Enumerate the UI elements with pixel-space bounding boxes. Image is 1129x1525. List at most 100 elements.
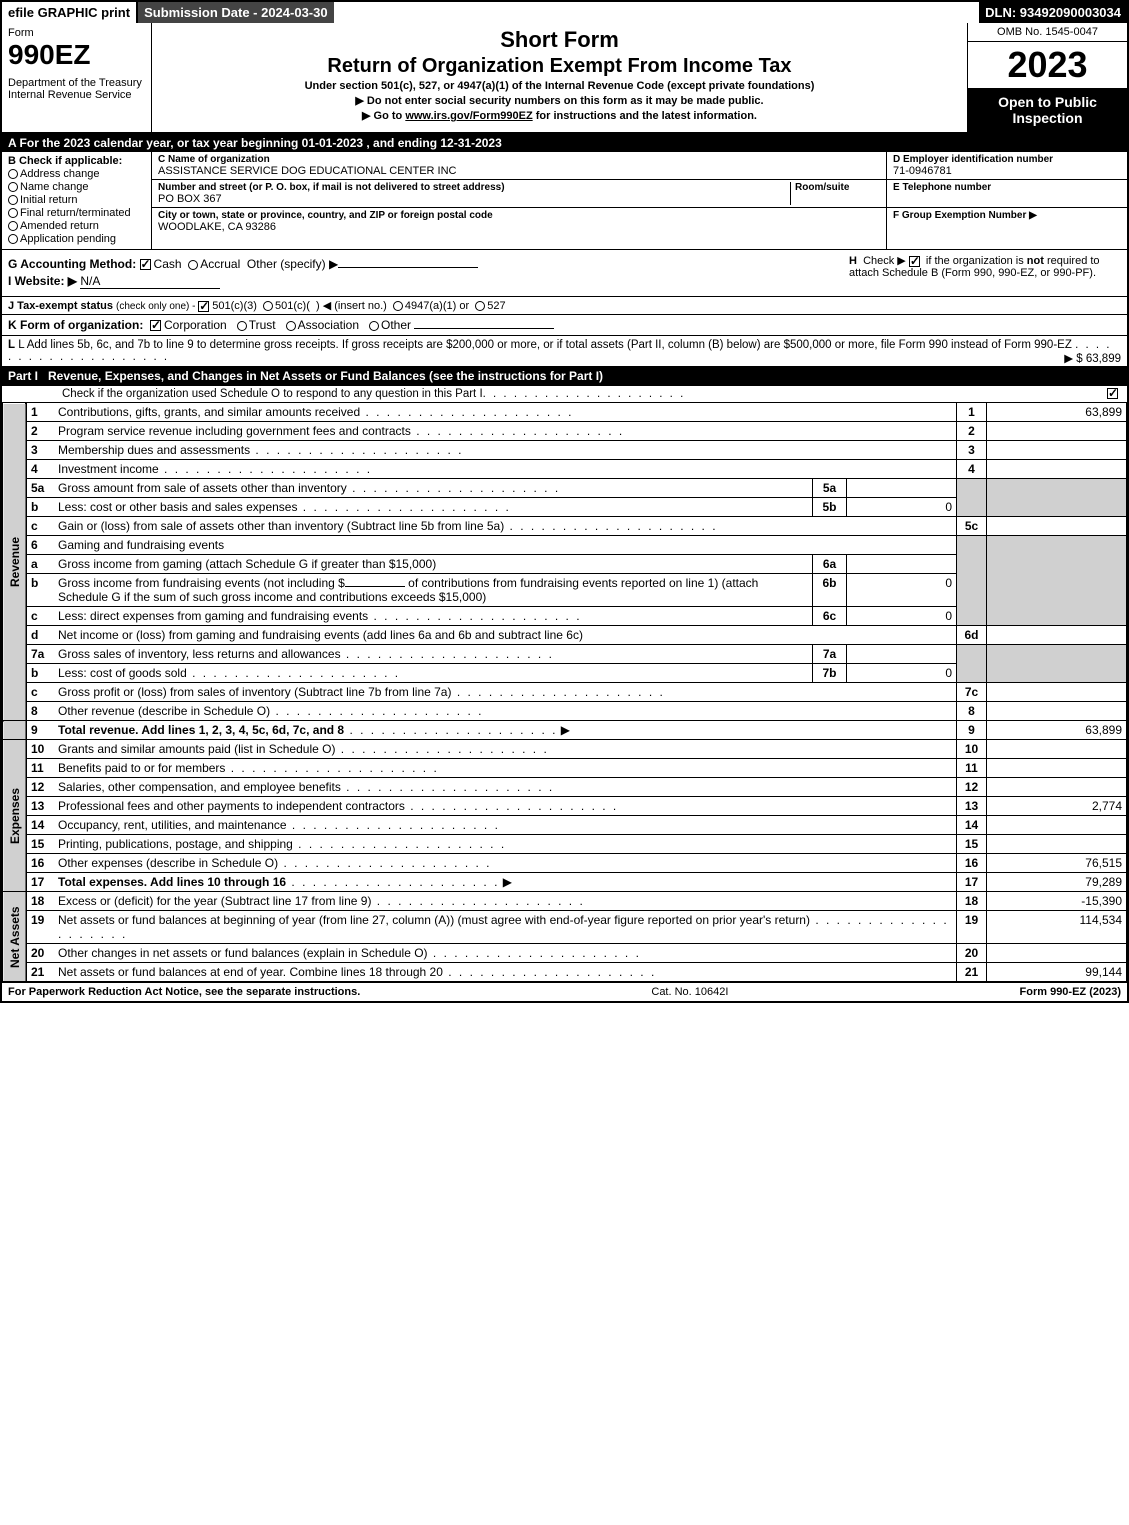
room-suite-label: Room/suite xyxy=(795,182,880,193)
line-7c-desc: Gross profit or (loss) from sales of inv… xyxy=(58,685,451,699)
org-name: ASSISTANCE SERVICE DOG EDUCATIONAL CENTE… xyxy=(158,165,880,177)
chk-4947[interactable] xyxy=(393,301,403,311)
section-j: J Tax-exempt status (check only one) - 5… xyxy=(2,296,1127,314)
chk-corporation[interactable] xyxy=(150,320,161,331)
topbar-spacer xyxy=(334,2,980,23)
line-7a-desc: Gross sales of inventory, less returns a… xyxy=(58,647,341,661)
org-address: PO BOX 367 xyxy=(158,193,790,205)
line-5c-desc: Gain or (loss) from sale of assets other… xyxy=(58,519,504,533)
expenses-label: Expenses xyxy=(3,740,27,892)
line-4-desc: Investment income xyxy=(58,462,159,476)
subtitle-3: ▶ Go to www.irs.gov/Form990EZ for instru… xyxy=(160,109,959,122)
chk-association[interactable] xyxy=(286,321,296,331)
chk-schedule-b[interactable] xyxy=(909,256,920,267)
chk-initial-return[interactable]: Initial return xyxy=(8,194,145,206)
line-21-amt: 99,144 xyxy=(987,963,1127,982)
ein-value: 71-0946781 xyxy=(893,165,1121,177)
section-l: L L Add lines 5b, 6c, and 7b to line 9 t… xyxy=(2,335,1127,366)
k-label: K Form of organization: xyxy=(8,318,143,332)
line-17-amt: 79,289 xyxy=(987,873,1127,892)
section-h: H Check ▶ if the organization is not req… xyxy=(841,254,1121,292)
chk-application-pending[interactable]: Application pending xyxy=(8,233,145,245)
dln-label: DLN: 93492090003034 xyxy=(979,2,1127,23)
chk-527[interactable] xyxy=(475,301,485,311)
section-g: G Accounting Method: Cash Accrual Other … xyxy=(8,257,841,271)
l-amount: ▶ $ 63,899 xyxy=(1064,351,1121,365)
line-18-amt: -15,390 xyxy=(987,892,1127,911)
header-right: OMB No. 1545-0047 2023 Open to Public In… xyxy=(967,23,1127,132)
k-other-input[interactable] xyxy=(414,328,554,329)
footer-catno: Cat. No. 10642I xyxy=(360,986,1019,998)
line-3-desc: Membership dues and assessments xyxy=(58,443,250,457)
line-16-amt: 76,515 xyxy=(987,854,1127,873)
chk-address-change[interactable]: Address change xyxy=(8,168,145,180)
line-2-desc: Program service revenue including govern… xyxy=(58,424,411,438)
netassets-label: Net Assets xyxy=(3,892,27,982)
open-to-public: Open to Public Inspection xyxy=(968,88,1127,132)
irs-link[interactable]: www.irs.gov/Form990EZ xyxy=(405,110,532,122)
l-text: L Add lines 5b, 6c, and 7b to line 9 to … xyxy=(18,339,1072,351)
line-6c-desc: Less: direct expenses from gaming and fu… xyxy=(58,609,368,623)
d-ein-label: D Employer identification number xyxy=(893,154,1121,165)
line-9-desc: Total revenue. Add lines 1, 2, 3, 4, 5c,… xyxy=(58,723,344,737)
line-7b-desc: Less: cost of goods sold xyxy=(58,666,187,680)
form-word: Form xyxy=(8,27,145,39)
chk-cash[interactable] xyxy=(140,259,151,270)
header-left: Form 990EZ Department of the Treasury In… xyxy=(2,23,152,132)
line-5b-desc: Less: cost or other basis and sales expe… xyxy=(58,500,297,514)
section-b: B Check if applicable: Address change Na… xyxy=(2,152,152,249)
chk-amended-return[interactable]: Amended return xyxy=(8,220,145,232)
line-1-amt: 63,899 xyxy=(987,403,1127,422)
section-ghi: G Accounting Method: Cash Accrual Other … xyxy=(2,250,1127,296)
line-19-amt: 114,534 xyxy=(987,911,1127,944)
section-de: D Employer identification number 71-0946… xyxy=(887,152,1127,249)
line-9-amt: 63,899 xyxy=(987,721,1127,740)
line-1-num: 1 xyxy=(26,403,54,422)
line-6-desc: Gaming and fundraising events xyxy=(54,536,957,555)
short-form-title: Short Form xyxy=(160,27,959,53)
g-other: Other (specify) ▶ xyxy=(247,257,338,271)
tax-year: 2023 xyxy=(968,42,1127,88)
line-1-ln: 1 xyxy=(957,403,987,422)
section-k: K Form of organization: Corporation Trus… xyxy=(2,314,1127,335)
line-6d-desc: Net income or (loss) from gaming and fun… xyxy=(58,628,583,642)
subtitle-1: Under section 501(c), 527, or 4947(a)(1)… xyxy=(160,80,959,92)
submission-date: Submission Date - 2024-03-30 xyxy=(138,2,334,23)
dept-treasury: Department of the Treasury xyxy=(8,77,145,89)
chk-501c[interactable] xyxy=(263,301,273,311)
section-a: A For the 2023 calendar year, or tax yea… xyxy=(2,134,1127,152)
part1-title: Revenue, Expenses, and Changes in Net As… xyxy=(48,369,603,383)
efile-label: efile GRAPHIC print xyxy=(2,2,138,23)
chk-name-change[interactable]: Name change xyxy=(8,181,145,193)
i-label: I Website: ▶ xyxy=(8,274,77,288)
line-5a-desc: Gross amount from sale of assets other t… xyxy=(58,481,347,495)
form-number: 990EZ xyxy=(8,39,145,71)
section-i: I Website: ▶ N/A xyxy=(8,274,841,289)
part1-sub: Check if the organization used Schedule … xyxy=(2,386,1127,402)
header-center: Short Form Return of Organization Exempt… xyxy=(152,23,967,132)
line-10-desc: Grants and similar amounts paid (list in… xyxy=(58,742,335,756)
subtitle-2: ▶ Do not enter social security numbers o… xyxy=(160,94,959,107)
org-city: WOODLAKE, CA 93286 xyxy=(158,221,880,233)
chk-trust[interactable] xyxy=(237,321,247,331)
part1-table: Revenue 1 Contributions, gifts, grants, … xyxy=(2,402,1127,982)
c-name-label: C Name of organization xyxy=(158,154,880,165)
top-bar: efile GRAPHIC print Submission Date - 20… xyxy=(2,2,1127,23)
line-1-desc: Contributions, gifts, grants, and simila… xyxy=(58,405,360,419)
section-bcdef: B Check if applicable: Address change Na… xyxy=(2,152,1127,250)
chk-accrual[interactable] xyxy=(188,260,198,270)
form-990ez: efile GRAPHIC print Submission Date - 20… xyxy=(0,0,1129,1003)
chk-501c3[interactable] xyxy=(198,301,209,312)
part1-header: Part I Revenue, Expenses, and Changes in… xyxy=(2,366,1127,386)
j-label: J Tax-exempt status xyxy=(8,300,113,312)
g-other-input[interactable] xyxy=(338,267,478,268)
b-header: B Check if applicable: xyxy=(8,155,122,167)
form-title: Return of Organization Exempt From Incom… xyxy=(160,55,959,78)
form-header: Form 990EZ Department of the Treasury In… xyxy=(2,23,1127,134)
chk-other-org[interactable] xyxy=(369,321,379,331)
omb-number: OMB No. 1545-0047 xyxy=(968,23,1127,42)
c-city-label: City or town, state or province, country… xyxy=(158,210,880,221)
footer-left: For Paperwork Reduction Act Notice, see … xyxy=(8,986,360,998)
chk-final-return[interactable]: Final return/terminated xyxy=(8,207,145,219)
chk-schedule-o[interactable] xyxy=(1107,388,1118,399)
